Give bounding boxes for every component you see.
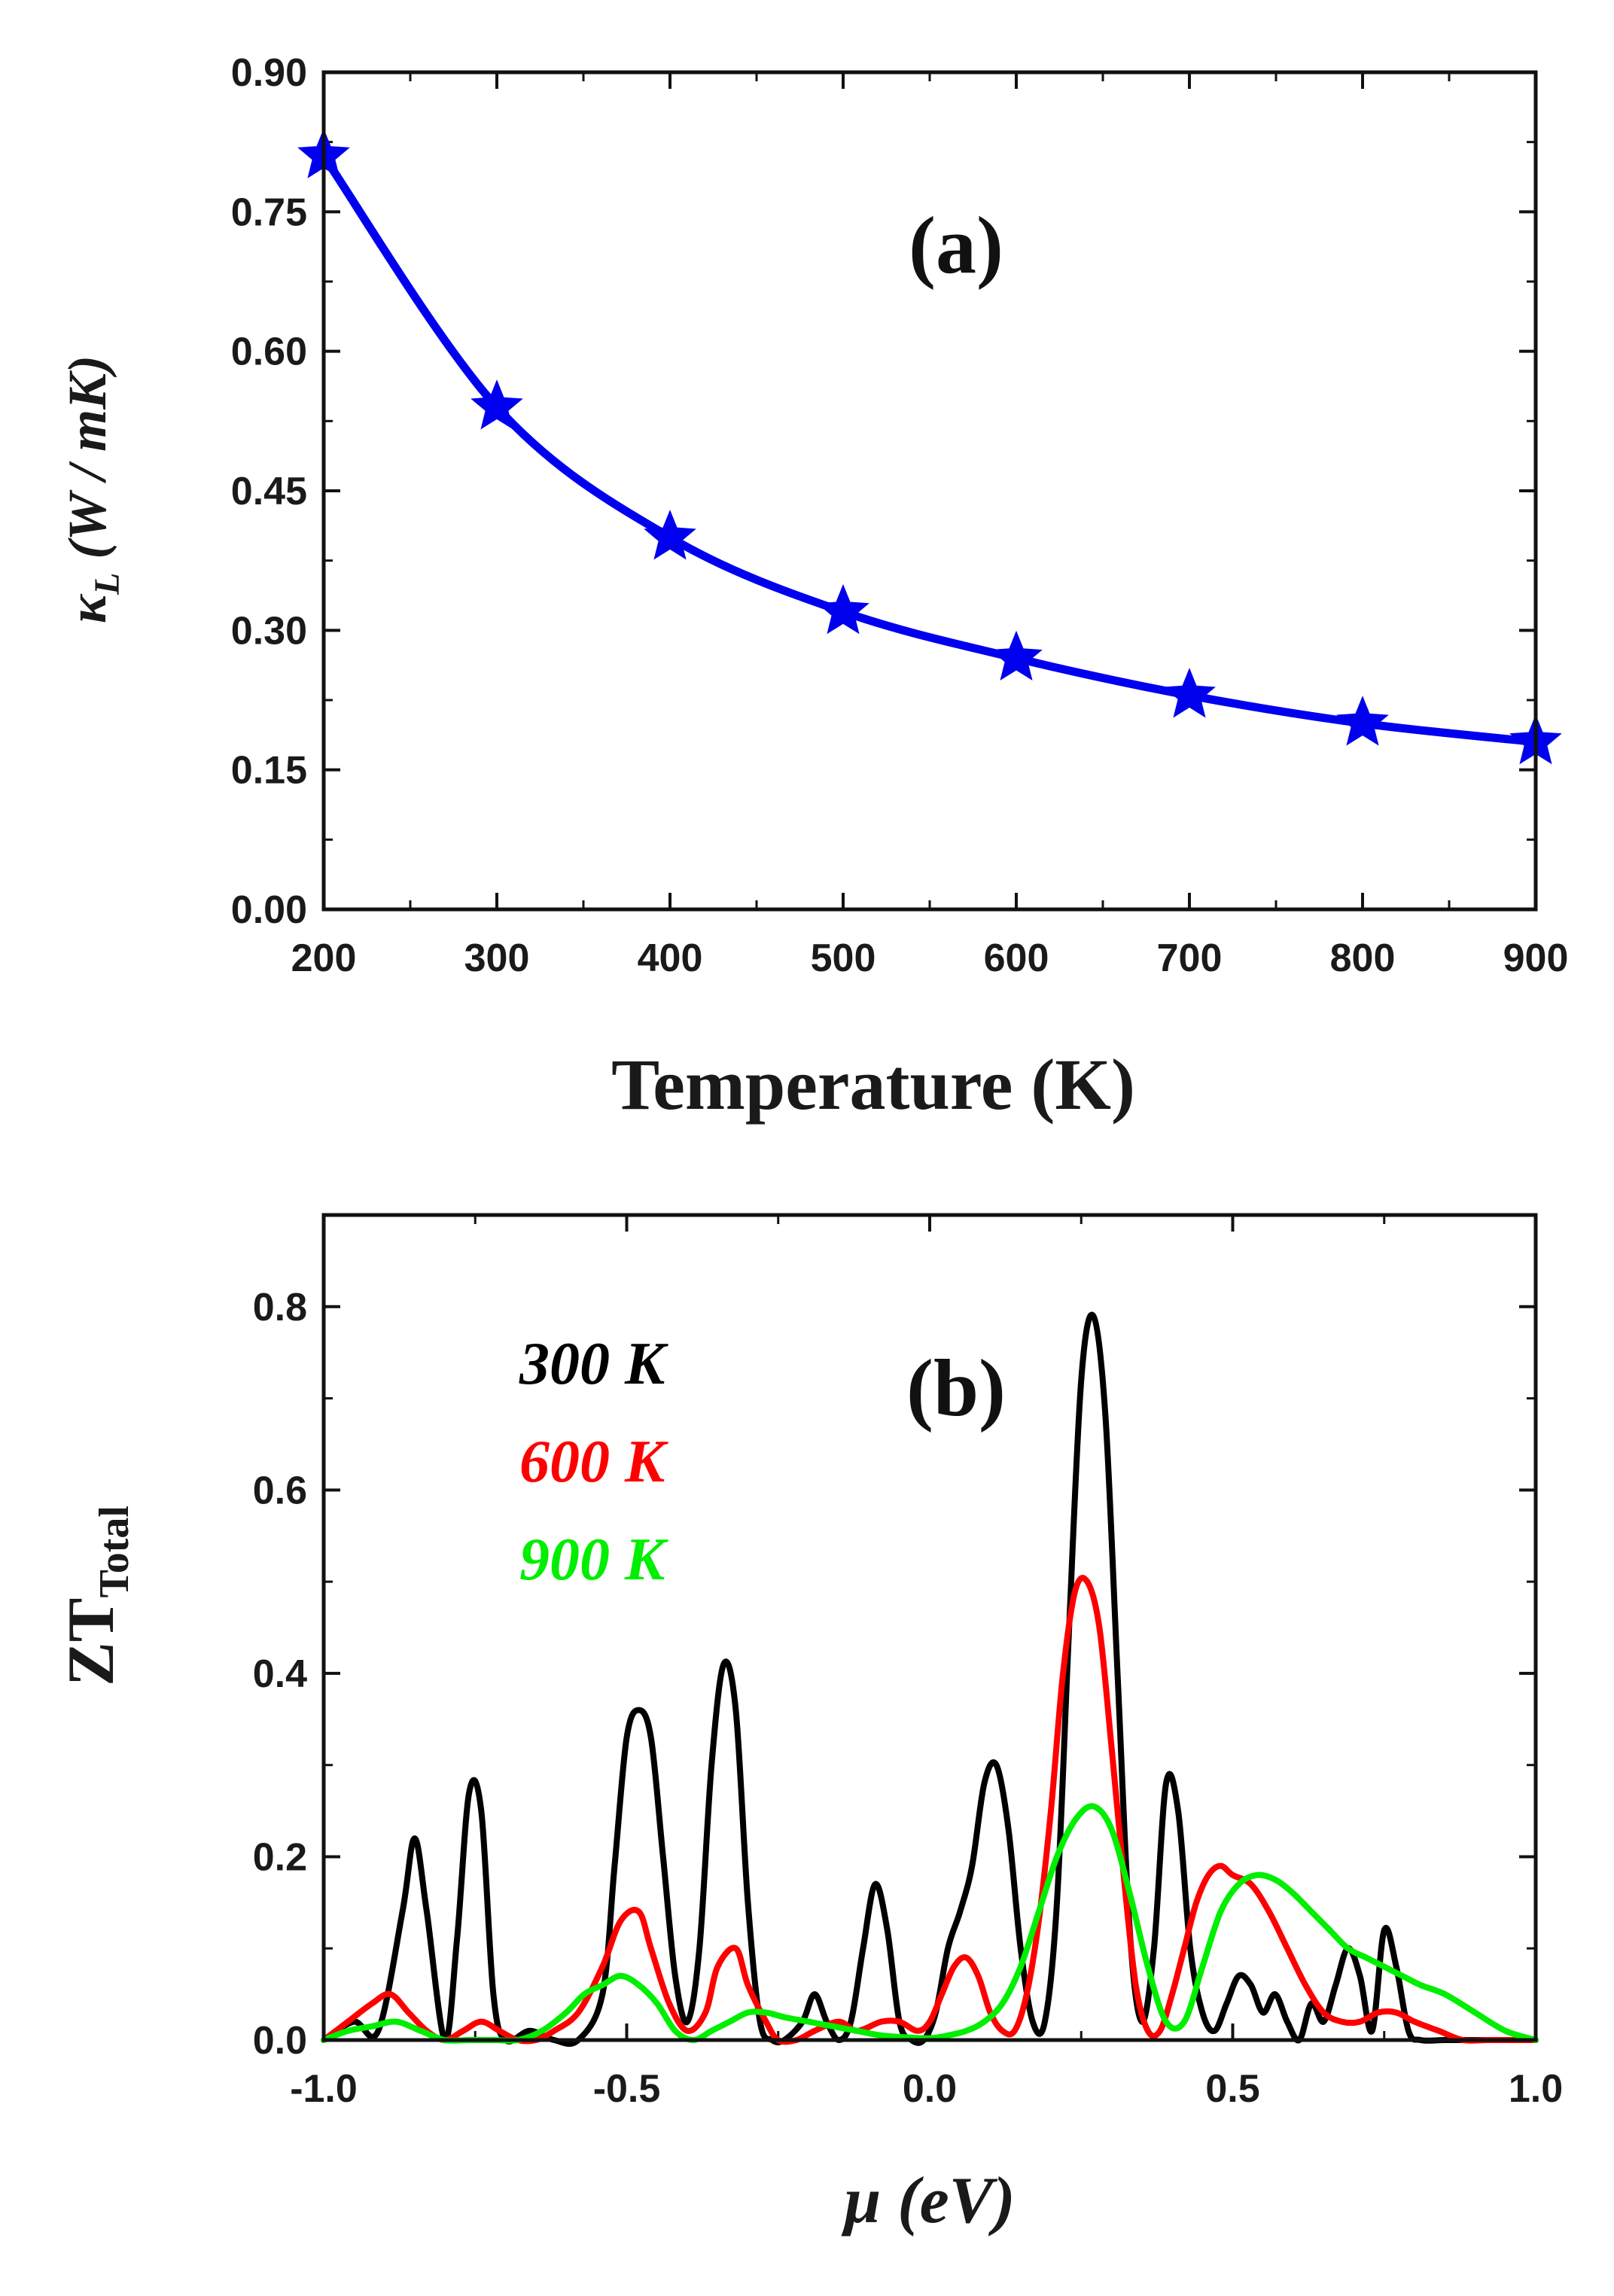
panel-b-plot-frame [321,1213,1538,2042]
y-tick-label: 0.60 [231,330,307,374]
series-line-600-k [321,1575,1539,2045]
panel-b-y-axis-main: ZT [55,1598,128,1686]
panel-a-label: (a) [909,201,1003,291]
y-tick-label: 0.0 [253,2019,307,2063]
panel-a-tick-labels: 200 300 400 500 600 700 800 900 0.00 0.15 0.30 0.45… [231,51,1569,980]
y-tick-label: 0.00 [231,888,307,932]
y-tick-label: 0.15 [231,749,307,793]
y-tick-label: 0.45 [231,470,307,513]
x-tick-label: 600 [984,936,1049,980]
x-tick-label: -1.0 [290,2067,358,2111]
panel-b-y-axis-subscript: Total [91,1506,138,1597]
panel-b-curves [321,1311,1539,2047]
x-tick-label: 700 [1157,936,1223,980]
y-tick-label: 0.75 [231,190,307,234]
panel-a-plot-frame [321,70,1538,912]
y-tick-label: 0.2 [253,1835,307,1879]
x-tick-label: 0.5 [1205,2067,1259,2111]
data-point-star [990,630,1043,681]
series-line-300-k [321,1311,1539,2047]
y-tick-label: 0.4 [253,1652,307,1696]
panel-a-x-axis-title: Temperature (K) [611,1044,1135,1125]
data-point-star [817,583,869,635]
panel-a-y-axis-subscript: L [87,573,127,595]
data-point-star [1163,668,1216,718]
panel-b-chart: -1.0 -0.5 0.0 0.5 1.0 0.0 0.2 0.4 0.6 0.8 (b) 300… [55,1213,1563,2237]
panel-a-chart: 200 300 400 500 600 700 800 900 0.00 0.15 0.30 0.45… [57,51,1568,1125]
panel-a-y-axis-symbol: κ [57,593,117,623]
data-point-star [644,510,696,560]
panel-b-label: (b) [906,1344,1006,1433]
legend-600k: 600 K [519,1429,668,1495]
x-tick-label: 1.0 [1509,2067,1563,2111]
panel-b-x-axis-title: μ (eV) [841,2164,1015,2237]
y-tick-label: 0.8 [253,1286,307,1329]
x-tick-label: 200 [291,936,357,980]
panel-a-y-axis-title: κL (W / mK) [57,355,127,623]
x-tick-label: 800 [1330,936,1396,980]
series-line-900-k [321,1803,1539,2044]
x-tick-label: 0.0 [903,2067,957,2111]
x-tick-label: -0.5 [593,2067,661,2111]
panel-b-ticks [322,1215,1537,2042]
legend-900k: 900 K [519,1527,668,1593]
panel-a-y-axis-units: (W / mK) [57,355,117,573]
y-tick-label: 0.30 [231,609,307,653]
y-tick-label: 0.6 [253,1469,307,1512]
panel-a-ticks [322,71,1537,911]
data-point-star [1336,696,1389,746]
x-tick-label: 300 [464,936,530,980]
legend-300k: 300 K [519,1331,668,1397]
data-point-star [470,379,523,430]
x-tick-label: 500 [811,936,876,980]
x-tick-label: 400 [638,936,703,980]
panel-b-y-axis-title: ZTTotal [55,1506,138,1686]
y-tick-label: 0.90 [231,51,307,95]
x-tick-label: 900 [1503,936,1569,980]
panel-b-tick-labels: -1.0 -0.5 0.0 0.5 1.0 0.0 0.2 0.4 0.6 0.8 [253,1286,1563,2111]
